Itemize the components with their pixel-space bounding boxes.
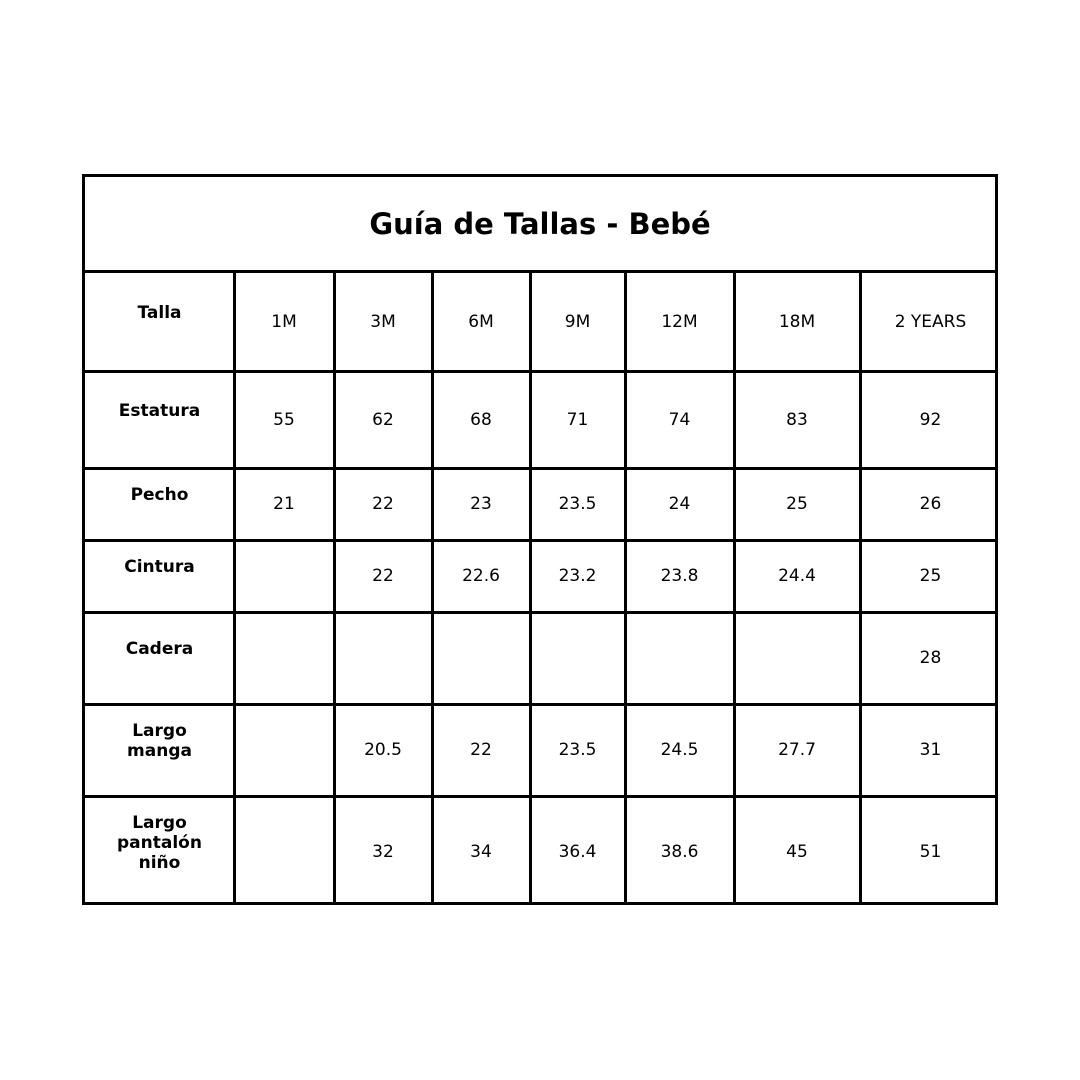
table-cell: 24 <box>668 494 691 514</box>
table-cell <box>234 612 334 704</box>
row-divider <box>85 610 995 614</box>
table-cell: 31 <box>919 740 942 760</box>
row-divider <box>85 702 995 706</box>
column-header-12m: 12M <box>661 312 698 332</box>
row-divider <box>85 369 995 373</box>
row-label: Pecho <box>130 485 189 505</box>
table-cell: 32 <box>372 842 394 862</box>
size-chart-table: Guía de Tallas - Bebé Talla 1M 3M 6M 9M 12M 18… <box>82 174 998 905</box>
column-divider <box>528 271 532 902</box>
table-cell: 74 <box>668 409 691 430</box>
header-label: Talla <box>137 303 182 323</box>
table-cell: 22 <box>372 566 394 586</box>
table-cell: 62 <box>372 409 394 430</box>
row-label: Estatura <box>118 400 201 421</box>
table-cell: 68 <box>470 409 492 430</box>
table-cell: 24.5 <box>660 740 699 760</box>
column-header-9m: 9M <box>564 312 591 332</box>
table-cell: 92 <box>919 409 942 430</box>
row-label: Largo pantalón niño <box>117 813 202 873</box>
table-cell: 25 <box>919 566 942 586</box>
table-cell: 23.8 <box>660 566 699 586</box>
table-cell <box>234 796 334 908</box>
chart-title: Guía de Tallas - Bebé <box>85 177 995 273</box>
column-divider <box>332 271 336 902</box>
table-cell: 22.6 <box>462 566 500 586</box>
table-cell: 24.4 <box>778 566 816 586</box>
row-label: Cintura <box>124 557 195 577</box>
row-divider <box>85 794 995 798</box>
table-cell: 28 <box>919 648 942 668</box>
table-cell: 23.5 <box>558 494 597 514</box>
table-cell: 25 <box>786 494 808 514</box>
column-divider <box>858 271 862 902</box>
column-header-6m: 6M <box>468 312 494 332</box>
table-cell: 26 <box>919 494 942 514</box>
table-cell <box>334 612 432 704</box>
column-divider <box>430 271 434 902</box>
row-divider <box>85 466 995 470</box>
table-cell: 23.5 <box>558 740 597 760</box>
table-cell: 34 <box>470 842 492 862</box>
table-cell: 71 <box>566 409 589 430</box>
column-header-2-years: 2 YEARS <box>894 312 967 332</box>
column-header-1m: 1M <box>271 312 297 332</box>
table-cell: 38.6 <box>660 842 699 862</box>
column-divider <box>623 271 627 902</box>
table-cell: 22 <box>372 494 394 514</box>
table-cell <box>234 540 334 612</box>
table-cell: 83 <box>786 409 808 430</box>
column-divider <box>232 271 236 902</box>
table-cell: 20.5 <box>364 740 402 760</box>
table-cell: 45 <box>786 842 808 862</box>
table-cell: 21 <box>273 494 295 514</box>
row-label: Cadera <box>125 639 194 659</box>
column-header-18m: 18M <box>778 312 816 332</box>
table-cell <box>234 704 334 796</box>
table-cell <box>625 612 734 704</box>
row-divider <box>85 538 995 542</box>
table-cell <box>432 612 530 704</box>
column-header-3m: 3M <box>370 312 396 332</box>
table-cell: 23.2 <box>558 566 597 586</box>
table-cell: 27.7 <box>778 740 816 760</box>
table-cell: 51 <box>919 842 942 862</box>
row-label: Largo manga <box>127 721 192 761</box>
column-divider <box>732 271 736 902</box>
table-cell: 55 <box>273 409 295 430</box>
table-cell: 23 <box>470 494 492 514</box>
table-cell: 36.4 <box>558 842 597 862</box>
table-cell: 22 <box>470 740 492 760</box>
table-cell <box>734 612 860 704</box>
table-cell <box>530 612 625 704</box>
